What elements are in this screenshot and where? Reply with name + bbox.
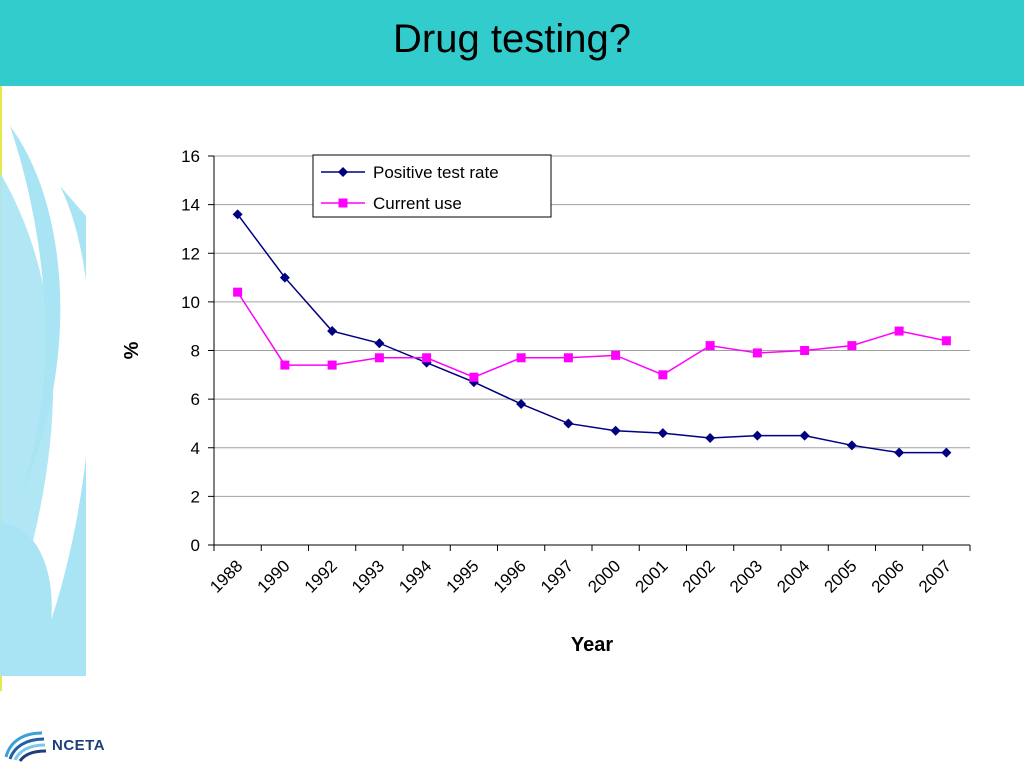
x-tick-label: 1992: [301, 556, 341, 596]
x-tick-label: 2006: [868, 556, 908, 596]
y-tick-label: 14: [181, 196, 200, 215]
data-point-positive-test-rate: [516, 398, 527, 409]
y-tick-label: 4: [191, 439, 200, 458]
x-tick-label: 2002: [679, 556, 719, 596]
data-point-positive-test-rate: [232, 209, 243, 220]
data-point-positive-test-rate: [374, 338, 385, 349]
data-point-current-use: [658, 370, 668, 380]
data-point-current-use: [847, 341, 857, 351]
y-tick-label: 10: [181, 293, 200, 312]
series-line-positive-test-rate: [237, 213, 947, 454]
x-axis-title: Year: [571, 634, 613, 656]
data-point-positive-test-rate: [705, 433, 716, 444]
data-point-positive-test-rate: [799, 430, 810, 441]
x-tick-label: 2004: [773, 556, 813, 596]
legend-marker-positive-test-rate: [338, 167, 348, 177]
x-tick-label: 1993: [348, 556, 388, 596]
data-point-positive-test-rate: [752, 430, 763, 441]
data-point-current-use: [280, 360, 290, 370]
data-point-current-use: [800, 346, 810, 355]
data-point-positive-test-rate: [279, 272, 290, 283]
legend-marker-current-use: [338, 198, 348, 208]
x-tick-label: 1994: [395, 556, 435, 596]
x-tick-label: 1996: [490, 556, 530, 596]
data-point-positive-test-rate: [846, 440, 857, 451]
y-tick-label: 12: [181, 244, 200, 263]
data-point-current-use: [327, 360, 337, 370]
data-point-current-use: [422, 353, 432, 363]
line-chart: 0 2 4 6 8 10 12 14 16 1988 1990 1992 1993 1994 1995 199…: [100, 130, 1000, 670]
data-point-positive-test-rate: [941, 447, 952, 458]
x-tick-label: 2007: [915, 556, 955, 596]
y-tick-label: 16: [181, 147, 200, 166]
y-tick-label: 6: [191, 390, 200, 409]
data-point-current-use: [563, 353, 573, 363]
title-bar: Drug testing?: [0, 0, 1024, 86]
legend-label-current-use: Current use: [373, 194, 462, 213]
decorative-arcs: [0, 86, 86, 691]
y-tick-label: 0: [191, 536, 200, 555]
data-point-positive-test-rate: [610, 425, 621, 436]
data-point-current-use: [752, 348, 762, 358]
nceta-logo-icon: [4, 731, 47, 762]
series-line-current-use: [236, 291, 947, 379]
data-point-positive-test-rate: [894, 447, 905, 458]
x-tick-label: 2005: [821, 556, 861, 596]
data-point-positive-test-rate: [657, 428, 668, 439]
y-axis-title: %: [121, 341, 143, 359]
legend-label-positive-test-rate: Positive test rate: [373, 163, 499, 182]
decorative-arcs-graphic: [0, 126, 86, 676]
data-point-current-use: [941, 336, 951, 346]
slide-title: Drug testing?: [393, 16, 631, 61]
x-tick-label: 2003: [726, 556, 766, 596]
data-point-current-use: [374, 353, 384, 363]
y-tick-label: 2: [191, 487, 200, 506]
x-tick-label: 2001: [632, 556, 672, 596]
x-tick-label: 1997: [537, 556, 577, 596]
data-point-current-use: [705, 341, 715, 351]
x-tick-label: 1988: [206, 556, 246, 596]
data-point-current-use: [611, 350, 621, 360]
data-point-current-use: [233, 287, 243, 297]
legend-box: [312, 154, 552, 218]
data-point-positive-test-rate: [563, 418, 574, 429]
data-point-positive-test-rate: [327, 326, 338, 337]
logo-text: NCETA: [52, 736, 106, 754]
x-tick-label: 2000: [584, 556, 624, 596]
x-tick-label: 1990: [254, 556, 294, 596]
nceta-logo: NCETA: [2, 724, 132, 766]
data-point-current-use: [469, 372, 479, 382]
x-tick-label: 1995: [443, 556, 483, 596]
y-tick-label: 8: [191, 342, 200, 361]
data-point-current-use: [894, 326, 904, 336]
data-point-current-use: [516, 353, 526, 363]
